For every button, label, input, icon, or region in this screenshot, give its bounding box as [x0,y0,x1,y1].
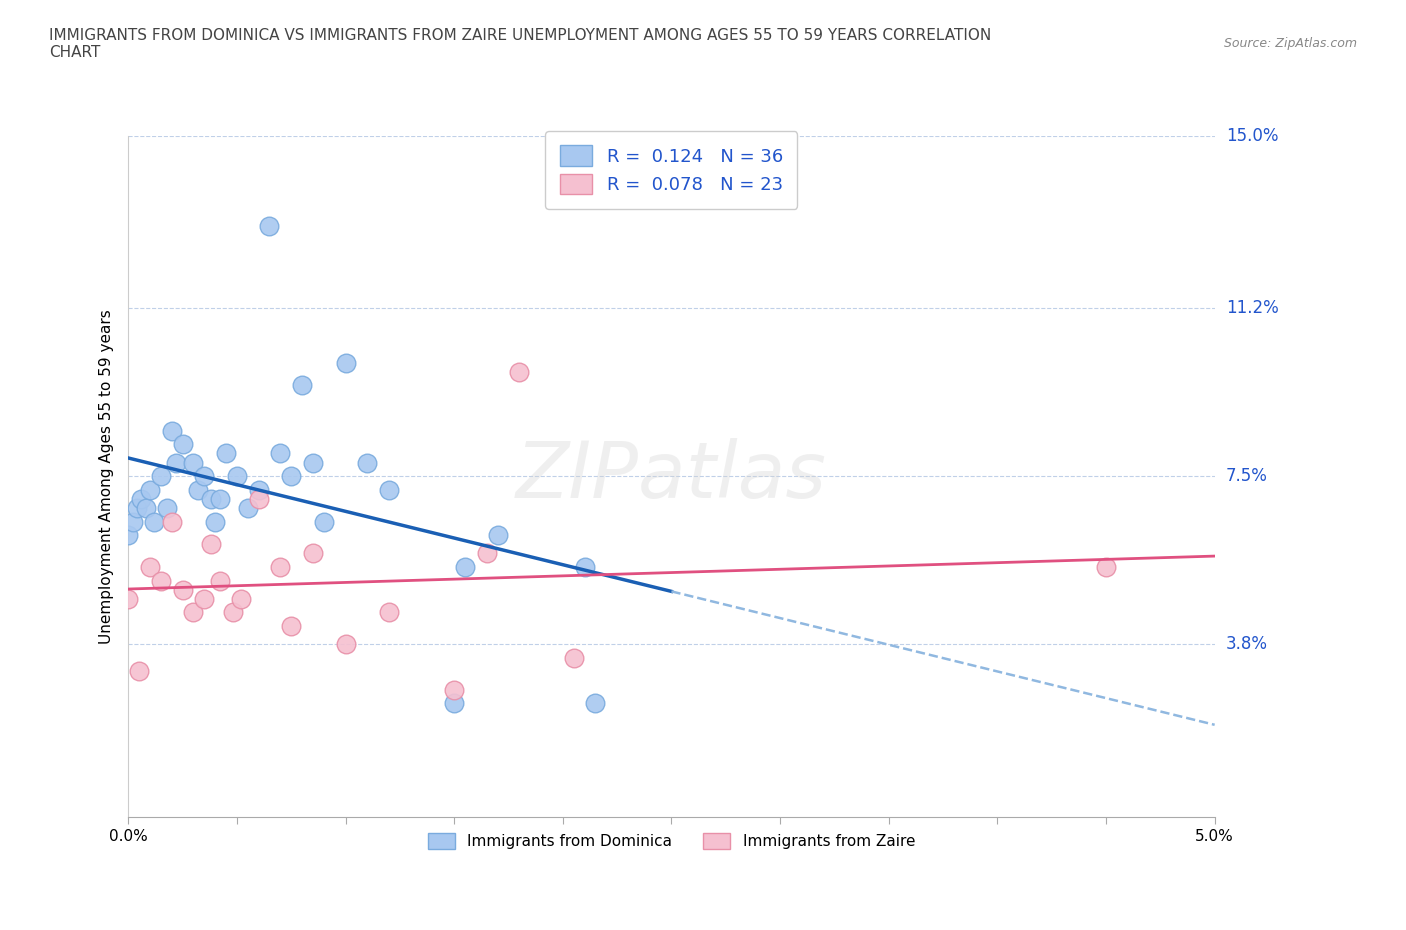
Point [183,604,205,619]
Point [562,650,585,665]
Point [143,514,166,529]
Point [302,455,325,470]
Point [172,437,194,452]
Point [208,491,231,506]
Point [183,455,205,470]
Point [149,469,172,484]
Text: IMMIGRANTS FROM DOMINICA VS IMMIGRANTS FROM ZAIRE UNEMPLOYMENT AMONG AGES 55 TO : IMMIGRANTS FROM DOMINICA VS IMMIGRANTS F… [49,28,991,60]
Point [215,446,238,461]
Point [302,546,325,561]
Point [454,560,477,575]
Point [139,483,162,498]
Point [312,514,335,529]
Point [200,537,222,551]
Point [378,604,401,619]
Point [574,560,596,575]
Point [208,573,231,588]
Point [443,696,465,711]
Point [121,514,143,529]
Point [128,664,150,679]
Point [193,591,215,606]
Point [475,546,498,561]
Point [160,514,183,529]
Point [135,500,157,515]
Point [583,696,606,711]
Text: ZIPatlas: ZIPatlas [516,438,827,514]
Point [172,582,194,597]
Point [508,365,530,379]
Point [356,455,378,470]
Text: 15.0%: 15.0% [1226,126,1278,144]
Point [335,637,357,652]
Point [156,500,179,515]
Point [149,573,172,588]
Point [378,483,401,498]
Point [280,618,302,633]
Point [187,483,209,498]
Point [193,469,215,484]
Point [486,527,509,542]
Y-axis label: Unemployment Among Ages 55 to 59 years: Unemployment Among Ages 55 to 59 years [100,309,114,644]
Text: 3.8%: 3.8% [1226,635,1268,653]
Text: 11.2%: 11.2% [1226,299,1278,317]
Point [204,514,226,529]
Point [200,491,222,506]
Point [443,682,465,697]
Point [117,591,139,606]
Point [259,219,281,233]
Point [125,500,148,515]
Point [129,491,152,506]
Point [160,423,183,438]
Text: 7.5%: 7.5% [1226,467,1268,485]
Point [221,604,243,619]
Point [236,500,259,515]
Point [139,560,162,575]
Point [269,446,291,461]
Point [1095,560,1118,575]
Point [225,469,247,484]
Point [335,355,357,370]
Point [291,378,314,392]
Point [165,455,187,470]
Point [247,483,270,498]
Text: Source: ZipAtlas.com: Source: ZipAtlas.com [1223,37,1357,50]
Point [231,591,253,606]
Point [117,527,139,542]
Legend: Immigrants from Dominica, Immigrants from Zaire: Immigrants from Dominica, Immigrants fro… [420,826,922,857]
Point [269,560,291,575]
Point [280,469,302,484]
Point [247,491,270,506]
